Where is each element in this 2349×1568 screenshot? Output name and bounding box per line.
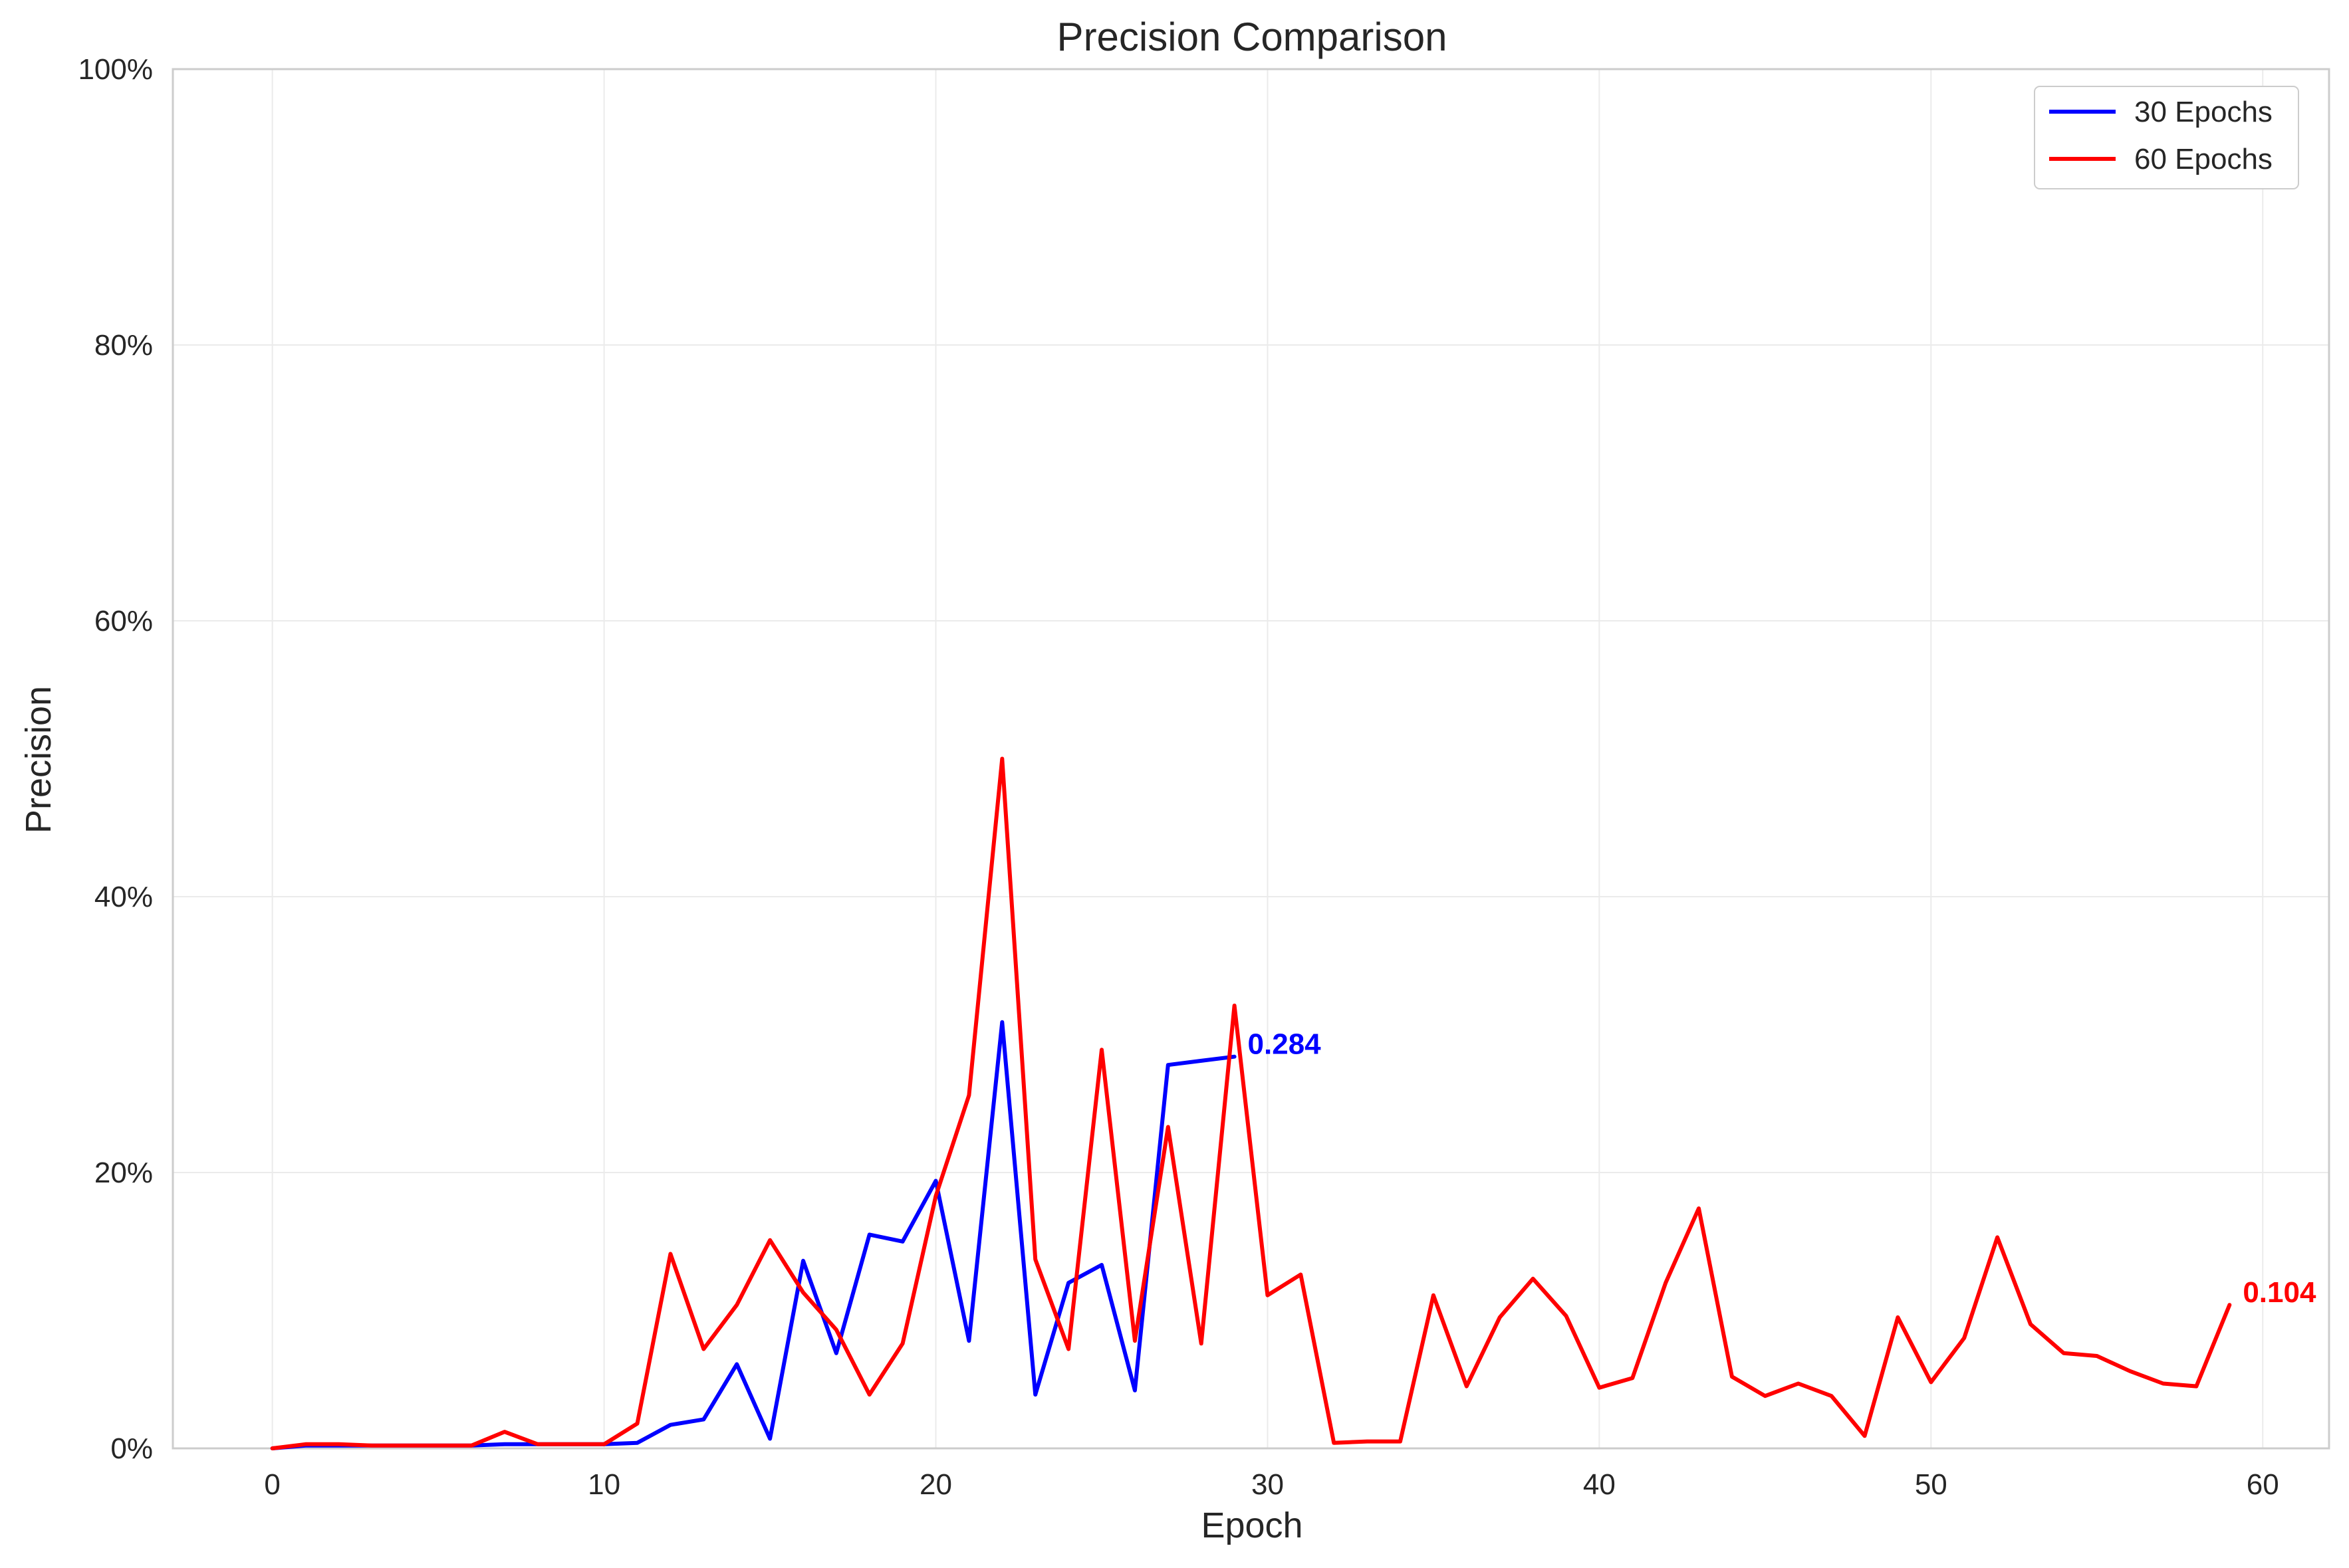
x-tick-label: 60 [2247,1468,2279,1501]
legend: 30 Epochs 60 Epochs [2034,86,2299,189]
chart-title: Precision Comparison [1057,15,1447,59]
series-line-2 [270,756,2232,1450]
y-tick-label: 80% [94,329,153,362]
x-tick-label: 10 [588,1468,620,1501]
series-lines [270,756,2232,1450]
y-tick-label: 60% [94,605,153,637]
y-tick-label: 20% [94,1157,153,1189]
end-value-label-1: 0.284 [1248,1028,1322,1061]
y-tick-label: 40% [94,881,153,913]
x-tick-label: 40 [1583,1468,1616,1501]
x-axis-label: Epoch [1201,1506,1302,1545]
end-value-label-2: 0.104 [2243,1276,2316,1309]
y-tick-label: 100% [78,53,153,86]
y-tick-label: 0% [110,1432,153,1465]
end-value-labels: 0.284 0.104 [1248,1028,2316,1309]
x-tick-label: 50 [1915,1468,1947,1501]
legend-label: 60 Epochs [2134,143,2273,175]
axis-tick-labels: 0 10 20 30 40 50 60 0% 20% 40% 60% 80% 100% [78,53,2279,1501]
x-tick-label: 20 [920,1468,952,1501]
plot-area-border [172,68,2330,1450]
legend-label: 30 Epochs [2134,96,2273,128]
x-tick-label: 30 [1251,1468,1284,1501]
y-axis-label: Precision [19,686,59,834]
x-tick-label: 0 [264,1468,280,1501]
